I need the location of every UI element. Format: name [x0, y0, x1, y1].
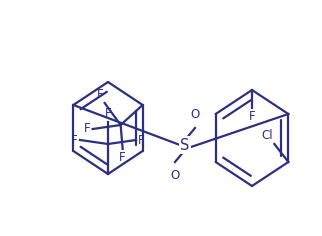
Text: S: S — [180, 138, 190, 152]
Text: F: F — [249, 110, 255, 123]
Text: O: O — [190, 108, 200, 121]
Text: Cl: Cl — [262, 129, 273, 142]
Text: F: F — [71, 134, 78, 147]
Text: F: F — [138, 134, 145, 147]
Text: F: F — [119, 151, 126, 164]
Text: F: F — [105, 107, 111, 120]
Text: F: F — [97, 88, 104, 101]
Text: O: O — [170, 169, 180, 182]
Text: F: F — [84, 122, 90, 135]
